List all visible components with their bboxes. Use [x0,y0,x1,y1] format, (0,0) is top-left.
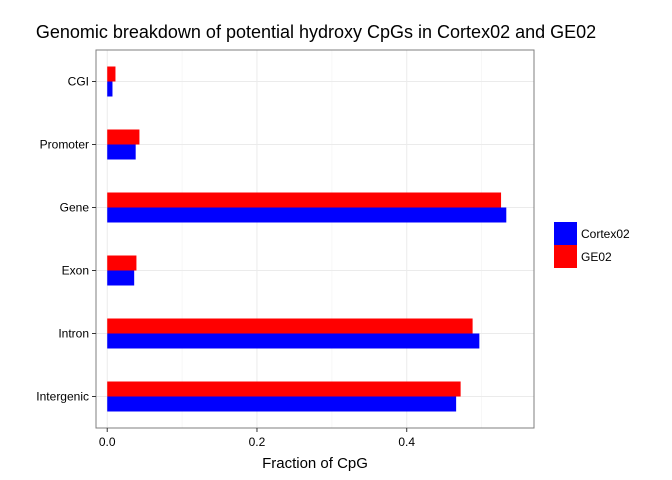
x-tick-label: 0.2 [249,435,266,449]
bar-exon-ge02 [107,255,137,271]
y-tick-label: Promoter [40,138,89,152]
y-tick-label: Gene [60,201,90,215]
legend-swatch [554,245,577,268]
legend-label: GE02 [581,250,612,264]
panel-border [95,49,535,429]
legend-item-ge02: GE02 [554,245,612,268]
bar-intergenic-cortex02 [107,396,457,412]
legend-label: Cortex02 [581,227,630,241]
bar-intergenic-ge02 [107,381,461,397]
x-axis-title: Fraction of CpG [262,455,368,472]
bar-cgi-ge02 [107,66,116,82]
chart-title: Genomic breakdown of potential hydroxy C… [36,22,596,42]
bar-intron-cortex02 [107,333,480,349]
x-axis: 0.0 0.2 0.4 [99,428,415,449]
x-tick-label: 0.0 [99,435,116,449]
bar-cgi-cortex02 [107,81,113,97]
bar-promoter-cortex02 [107,144,136,160]
bar-gene-cortex02 [107,207,507,223]
y-tick-label: Intergenic [36,390,89,404]
bar-intron-ge02 [107,318,473,334]
bar-gene-ge02 [107,192,502,208]
legend: Cortex02 GE02 [554,222,630,268]
legend-swatch [554,222,577,245]
y-tick-label: Exon [62,264,89,278]
grid-lines [96,50,534,428]
plot-area [95,49,535,429]
bar-promoter-ge02 [107,129,140,145]
bar-exon-cortex02 [107,270,135,286]
y-tick-label: Intron [58,327,89,341]
x-tick-label: 0.4 [398,435,415,449]
legend-item-cortex02: Cortex02 [554,222,630,245]
y-axis: CGI Promoter Gene Exon Intron Intergenic [36,75,96,404]
y-tick-label: CGI [68,75,89,89]
